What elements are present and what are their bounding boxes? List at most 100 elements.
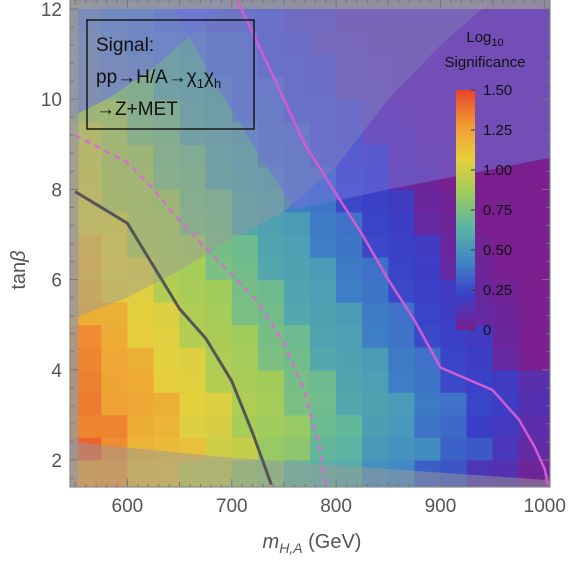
heatmap-cell bbox=[257, 392, 285, 416]
heatmap-cell bbox=[492, 279, 520, 303]
heatmap-cell bbox=[205, 392, 233, 416]
heatmap-cell bbox=[388, 234, 415, 258]
heatmap-cell bbox=[492, 257, 520, 281]
heatmap-cell bbox=[231, 257, 259, 281]
heatmap-cell bbox=[257, 257, 285, 281]
legend-process-text: pp→H/A→χ bbox=[96, 67, 197, 88]
x-axis-title-subscript: H,A bbox=[279, 540, 302, 556]
heatmap-cell bbox=[414, 414, 441, 438]
heatmap-cell bbox=[257, 369, 285, 393]
heatmap-cell bbox=[310, 257, 337, 281]
heatmap-cell bbox=[492, 189, 520, 213]
heatmap-cell bbox=[283, 437, 311, 461]
heatmap-cell bbox=[127, 414, 154, 438]
heatmap-cell bbox=[492, 437, 520, 461]
contour-dashed-magenta bbox=[74, 134, 327, 485]
heatmap-cell bbox=[388, 347, 415, 371]
y-tick-label: 6 bbox=[51, 271, 62, 292]
heatmap-cell bbox=[492, 369, 520, 393]
heatmap-cell bbox=[231, 324, 259, 348]
legend-chi1-subscript: 1 bbox=[197, 76, 204, 91]
heatmap-cell bbox=[414, 257, 441, 281]
heatmap-cell bbox=[283, 414, 311, 438]
heatmap-cell bbox=[388, 257, 415, 281]
colorbar-tick-label: 1.25 bbox=[483, 122, 512, 139]
heatmap-cell bbox=[283, 279, 311, 303]
legend-line-decay: →Z+MET bbox=[96, 99, 178, 120]
heatmap-cell bbox=[205, 414, 233, 438]
colorbar-title-significance: Significance bbox=[445, 54, 526, 71]
heatmap-cell bbox=[127, 392, 154, 416]
plot-area bbox=[70, 0, 550, 487]
heatmap-cell bbox=[310, 211, 337, 235]
x-tick-label: 600 bbox=[112, 496, 144, 517]
x-tick-label: 900 bbox=[425, 496, 457, 517]
heatmap-cell bbox=[518, 347, 550, 371]
heatmap-cell bbox=[310, 302, 337, 326]
heatmap-cell bbox=[153, 414, 181, 438]
heatmap-cell bbox=[518, 257, 550, 281]
heatmap-cell bbox=[101, 414, 128, 438]
heatmap-cell bbox=[414, 392, 441, 416]
heatmap-cell bbox=[231, 302, 259, 326]
heatmap-cell bbox=[336, 437, 363, 461]
y-tick-label: 8 bbox=[51, 180, 62, 201]
heatmap-cell bbox=[127, 189, 154, 213]
x-axis-title: mH,A (GeV) bbox=[263, 531, 362, 556]
heatmap-cell bbox=[362, 347, 389, 371]
heatmap-cell bbox=[388, 189, 415, 213]
heatmap-cell bbox=[492, 166, 520, 190]
heatmap-cell bbox=[179, 189, 207, 213]
heatmap-cell bbox=[362, 211, 389, 235]
heatmap-cell bbox=[231, 144, 259, 168]
heatmap-cell bbox=[179, 76, 207, 100]
heatmap-cell bbox=[127, 257, 154, 281]
colorbar-gradient bbox=[456, 90, 475, 330]
heatmap-cell bbox=[153, 369, 181, 393]
heatmap-cell bbox=[153, 99, 181, 123]
colorbar-title-log: Log bbox=[466, 29, 491, 46]
y-tick-label: 4 bbox=[51, 361, 62, 382]
heatmap-cell bbox=[362, 414, 389, 438]
colorbar-tick-label: 0 bbox=[483, 322, 491, 339]
heatmap-cell bbox=[205, 437, 233, 461]
heatmap-cell bbox=[440, 437, 468, 461]
heatmap-cell bbox=[205, 99, 233, 123]
heatmap-cell bbox=[257, 302, 285, 326]
heatmap-cell bbox=[518, 302, 550, 326]
colorbar-tick-label: 1.50 bbox=[483, 82, 512, 99]
excluded-region-top-strip bbox=[70, 0, 550, 10]
heatmap-cell bbox=[101, 324, 128, 348]
axis-ticks bbox=[70, 0, 550, 487]
heatmap-cell bbox=[153, 189, 181, 213]
heatmap-cell bbox=[414, 189, 441, 213]
heatmap-cell bbox=[205, 234, 233, 258]
heatmap-cell bbox=[283, 392, 311, 416]
heatmap-cell bbox=[179, 369, 207, 393]
heatmap-cell bbox=[310, 347, 337, 371]
heatmap-cell bbox=[283, 234, 311, 258]
excluded-region-left-strip bbox=[70, 0, 79, 487]
heatmap-cell bbox=[101, 121, 128, 145]
heatmap-cell bbox=[388, 279, 415, 303]
heatmap-cell bbox=[310, 414, 337, 438]
heatmap-cell bbox=[179, 54, 207, 78]
heatmap-cell bbox=[153, 211, 181, 235]
colorbar-tick-label: 0.50 bbox=[483, 242, 512, 259]
heatmap-cell bbox=[101, 392, 128, 416]
heatmap-cell bbox=[205, 144, 233, 168]
heatmap-cell bbox=[492, 302, 520, 326]
heatmap-cell bbox=[518, 189, 550, 213]
heatmap-cell bbox=[283, 257, 311, 281]
heatmap-cell bbox=[205, 324, 233, 348]
y-axis-title-tan: tan bbox=[8, 262, 30, 290]
heatmap-cell bbox=[179, 144, 207, 168]
heatmap-cell bbox=[101, 257, 128, 281]
heatmap-cell bbox=[388, 302, 415, 326]
heatmap-cell bbox=[153, 324, 181, 348]
heatmap-cell bbox=[466, 347, 494, 371]
heatmap-cell bbox=[205, 166, 233, 190]
colorbar: Log10 Significance 1.50 1.25 1.00 0.75 0.50 0… bbox=[445, 29, 526, 339]
